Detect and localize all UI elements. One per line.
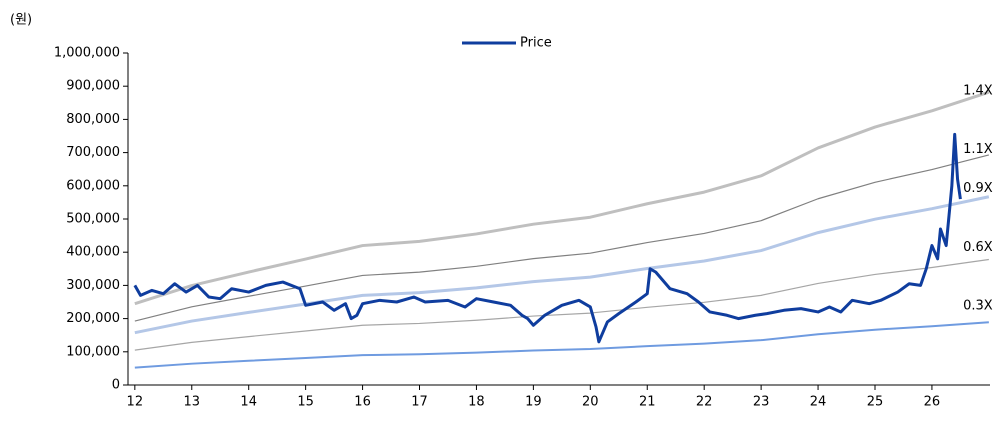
x-tick-label: 22 [696, 395, 713, 410]
y-axis-label: (원) [10, 13, 32, 28]
x-tick-label: 23 [753, 395, 770, 410]
x-tick-label: 18 [468, 395, 485, 410]
y-tick-label: 200,000 [66, 311, 120, 326]
series-line [134, 195, 990, 335]
y-tick-label: 900,000 [66, 79, 120, 94]
y-tick-label: 100,000 [66, 344, 120, 359]
series-line [133, 132, 962, 344]
x-tick-label: 20 [582, 395, 599, 410]
band-label: 0.3X [963, 299, 993, 314]
x-tick-label: 21 [639, 395, 656, 410]
band-label: 0.9X [963, 181, 993, 196]
x-tick-label: 13 [183, 395, 200, 410]
y-tick-label: 400,000 [66, 245, 120, 260]
series-line [134, 90, 990, 306]
y-tick-label: 700,000 [66, 145, 120, 160]
legend-label: Price [520, 36, 552, 51]
y-tick-label: 600,000 [66, 178, 120, 193]
x-tick-label: 17 [411, 395, 428, 410]
x-tick-label: 15 [297, 395, 314, 410]
band-label: 1.4X [963, 83, 993, 98]
x-tick-label: 19 [525, 395, 542, 410]
y-tick-label: 500,000 [66, 212, 120, 227]
y-tick-label: 800,000 [66, 112, 120, 127]
y-tick-label: 1,000,000 [54, 46, 120, 61]
y-tick-label: 300,000 [66, 278, 120, 293]
x-tick-label: 25 [867, 395, 884, 410]
band-label: 0.6X [963, 240, 993, 255]
y-tick-label: 0 [112, 378, 120, 393]
x-tick-label: 26 [924, 395, 941, 410]
x-tick-label: 24 [810, 395, 827, 410]
band-label: 1.1X [963, 142, 993, 157]
series-line [134, 321, 989, 369]
x-tick-label: 12 [127, 395, 144, 410]
x-tick-label: 16 [354, 395, 371, 410]
series-line [134, 154, 990, 322]
series-line [134, 258, 989, 351]
x-tick-label: 14 [240, 395, 257, 410]
